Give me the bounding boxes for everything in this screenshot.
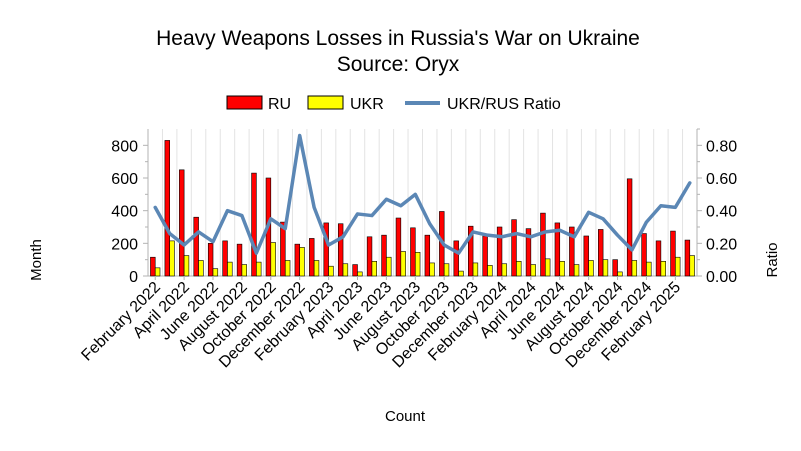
- bar-ukr: [227, 261, 233, 277]
- bar-ukr: [472, 262, 479, 277]
- x-axis-title: Count: [385, 408, 426, 425]
- y2-tick-label: 0.80: [706, 138, 737, 155]
- bar-ru: [280, 221, 286, 277]
- bar-ru: [352, 264, 358, 277]
- bar-ru: [511, 219, 517, 277]
- legend-label-ukr: UKR: [350, 96, 384, 113]
- bar-ukr: [198, 260, 204, 277]
- bar-ru: [222, 240, 228, 277]
- bar-ru: [655, 240, 662, 277]
- bar-ukr: [588, 260, 594, 277]
- bar-ru: [150, 256, 156, 277]
- bar-ukr: [646, 261, 652, 277]
- bar-ukr: [487, 265, 493, 277]
- y-axis-title: Month: [28, 239, 45, 281]
- bar-ukr: [183, 255, 190, 277]
- bar-ru: [251, 172, 257, 277]
- bar-ru: [424, 234, 431, 277]
- bar-ukr: [573, 264, 580, 277]
- bar-ukr: [631, 260, 638, 277]
- bar-ukr: [313, 260, 320, 277]
- legend-swatch-ru: [226, 95, 263, 110]
- bar-ru: [179, 169, 185, 277]
- y-tick-label: 600: [111, 171, 138, 188]
- bar-ru: [569, 226, 575, 277]
- bar-ukr: [169, 240, 175, 277]
- bar-ukr: [675, 256, 681, 277]
- chart-title: Heavy Weapons Losses in Russia's War on …: [156, 27, 640, 50]
- bar-ukr: [458, 270, 464, 277]
- ratio-line: [153, 133, 692, 255]
- y2-axis-title: Ratio: [764, 242, 781, 277]
- y-tick-label: 400: [111, 204, 138, 221]
- bar-ukr: [284, 260, 291, 277]
- bar-ukr: [660, 260, 666, 277]
- bar-ru: [496, 226, 503, 277]
- bar-ukr: [559, 260, 565, 277]
- bar-ru: [193, 216, 199, 277]
- bar-ru: [670, 230, 676, 277]
- bar-ukr: [545, 258, 551, 277]
- y2-tick-label: 0.60: [706, 171, 737, 188]
- bar-ukr: [617, 271, 623, 277]
- bar-ru: [236, 243, 243, 277]
- bar-ukr: [357, 271, 363, 277]
- bar-ukr: [400, 251, 406, 277]
- bar-ru: [395, 217, 402, 277]
- y2-tick-label: 0.00: [706, 269, 737, 286]
- bar-ru: [467, 225, 474, 277]
- chart-subtitle: Source: Oryx: [337, 53, 460, 76]
- bar-ukr: [256, 261, 262, 277]
- legend-swatch-ukr: [307, 95, 344, 110]
- bar-ukr: [270, 242, 276, 277]
- bar-ru: [381, 234, 387, 277]
- bar-ukr: [299, 247, 305, 277]
- bar-ru: [309, 238, 315, 277]
- bar-ukr: [328, 265, 334, 277]
- y-tick-label: 200: [111, 236, 138, 253]
- legend-label-ratio: UKR/RUS Ratio: [447, 96, 561, 113]
- bar-ru: [482, 235, 488, 277]
- bar-ru: [554, 222, 561, 277]
- bar-ru: [366, 236, 373, 277]
- bar-ru: [583, 235, 589, 277]
- bar-ru: [641, 233, 647, 277]
- bar-ukr: [602, 259, 609, 277]
- bar-ru: [164, 140, 170, 277]
- bar-ukr: [414, 252, 421, 277]
- y-tick-label: 800: [111, 138, 138, 155]
- y2-tick-label: 0.40: [706, 204, 737, 221]
- bar-ukr: [443, 263, 450, 277]
- bar-ru: [540, 212, 546, 277]
- y2-tick-label: 0.20: [706, 236, 737, 253]
- bar-ukr: [212, 268, 219, 277]
- bar-ukr: [516, 260, 522, 277]
- y-tick-label: 0: [129, 269, 138, 286]
- bar-ru: [612, 259, 618, 277]
- legend: RU UKR UKR/RUS Ratio: [226, 95, 561, 113]
- legend-label-ru: RU: [268, 96, 291, 113]
- bar-ukr: [371, 260, 378, 277]
- bar-ukr: [386, 256, 392, 277]
- bar-ru: [323, 222, 329, 277]
- bar-ukr: [530, 264, 536, 277]
- bar-ru: [525, 228, 532, 277]
- bar-ru: [207, 243, 214, 277]
- bar-ru: [294, 243, 300, 277]
- bar-ukr: [241, 264, 247, 277]
- plot-area: 02004006008000.000.200.400.600.80Februar…: [78, 128, 737, 371]
- bar-ukr: [501, 263, 508, 277]
- bar-ru: [598, 229, 604, 277]
- bar-ukr: [342, 263, 349, 277]
- bar-ru: [684, 239, 691, 277]
- bar-ukr: [429, 262, 435, 277]
- bar-ru: [337, 223, 344, 277]
- bar-ukr: [689, 255, 695, 277]
- bar-ru: [453, 240, 459, 277]
- bar-ru: [410, 227, 416, 277]
- bar-ukr: [154, 267, 161, 277]
- bar-ru: [626, 178, 633, 277]
